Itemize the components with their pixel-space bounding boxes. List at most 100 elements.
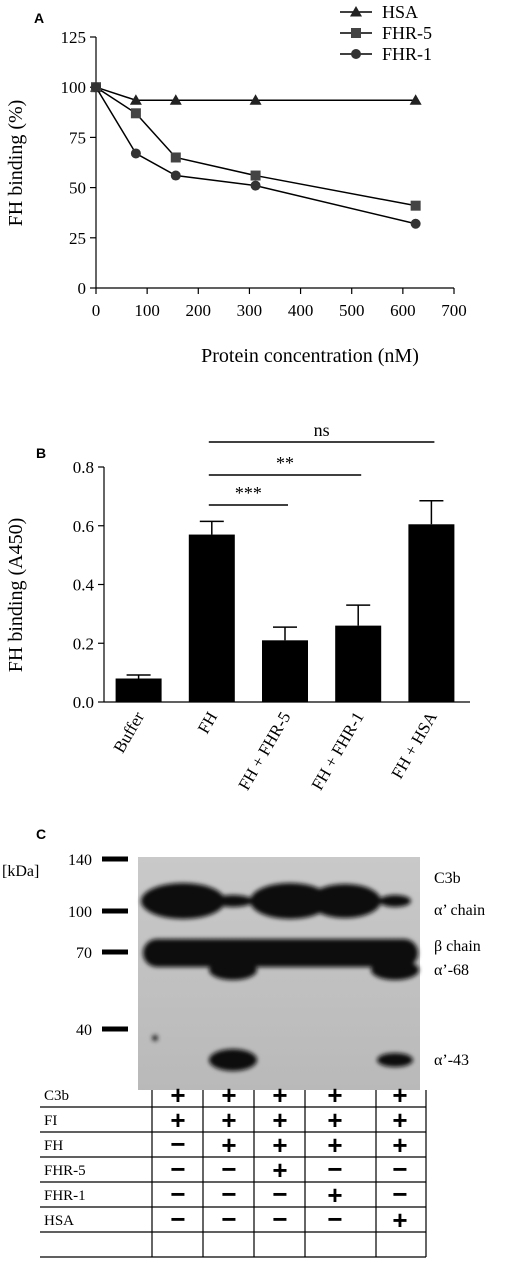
chart-a-point [130, 148, 141, 159]
chart-a-series-fhr-1 [91, 82, 421, 229]
chart-a-point [169, 94, 182, 105]
chart-b-bar [115, 678, 162, 702]
table-row-label: HSA [44, 1213, 74, 1229]
blot-band-alpha-chain [379, 895, 411, 907]
blot-band-alpha-43 [377, 1053, 413, 1067]
table-sign-plus: + [392, 1130, 407, 1160]
chart-b-significance: *****ns [208, 420, 435, 506]
chart-b-x-tick-label: FH + HSA [387, 708, 441, 782]
blot-marker-tick [102, 856, 128, 862]
blot-band-alpha-chain [309, 884, 381, 918]
chart-a-point [250, 170, 261, 181]
chart-a-point [130, 108, 141, 119]
chart-a-y-tick-label: 0 [78, 279, 87, 298]
chart-a-line-fhr-1 [95, 86, 416, 225]
chart-a-series-hsa [90, 81, 422, 105]
blot-marker-label: 100 [68, 904, 92, 921]
chart-a-legend-marker [351, 49, 361, 59]
table-sign-plus: + [272, 1155, 287, 1185]
chart-a-x-tick-label: 600 [390, 301, 416, 320]
chart-a-legend-marker [350, 6, 362, 17]
chart-b-bar [408, 524, 455, 702]
chart-a-point [91, 82, 101, 93]
table-sign-plus: + [327, 1105, 342, 1135]
chart-a-y-tick-label: 25 [69, 229, 86, 248]
table-sign-minus: − [327, 1154, 342, 1184]
blot-marker-label: 40 [76, 1022, 92, 1039]
chart-a-x-tick-label: 300 [237, 301, 263, 320]
table-sign-minus: − [170, 1179, 185, 1209]
chart-a-x-tick-label: 100 [134, 301, 160, 320]
table-sign-plus: + [327, 1130, 342, 1160]
table-sign-plus: + [170, 1080, 185, 1110]
table-row-label: FH [44, 1138, 63, 1154]
table-sign-minus: − [170, 1204, 185, 1234]
blot-unit-label: [kDa] [2, 863, 39, 880]
chart-b-y-tick-label: 0.6 [73, 517, 94, 536]
blot-band-label: α’ chain [434, 902, 485, 919]
table-sign-plus: + [272, 1130, 287, 1160]
chart-a-y-tick-label: 50 [69, 179, 86, 198]
table-row-label: FHR-5 [44, 1163, 86, 1179]
table-sign-minus: − [392, 1154, 407, 1184]
chart-a-point [410, 200, 421, 211]
blot-band-label: C3b [434, 870, 461, 887]
chart-a-series [90, 81, 422, 229]
chart-b-x-tick-label: FH [194, 709, 221, 737]
blot-band-label: α’-43 [434, 1052, 469, 1069]
table-sign-plus: + [392, 1080, 407, 1110]
chart-a-point [170, 152, 181, 163]
blot-band-alpha-chain [213, 895, 253, 907]
table-sign-plus: + [221, 1080, 236, 1110]
chart-a-xlabel: Protein concentration (nM) [201, 345, 419, 367]
treatment-table: C3b + + + + +FI + + + + +FH − + + + +FHR-5− − + − −FHR-1− − −… [40, 1080, 427, 1258]
chart-a-legend-label: FHR-5 [382, 23, 432, 43]
blot-marker-tick [102, 908, 128, 914]
blot-band-alpha-68 [371, 960, 419, 980]
chart-b-bar [335, 625, 382, 702]
chart-b-y-tick-label: 0.0 [73, 693, 94, 712]
chart-b-bars: Buffer FH FH + FHR-5 FH + FHR-1 FH + HSA [110, 500, 455, 794]
chart-a-y-tick-label: 125 [61, 28, 87, 47]
chart-a-legend-label: HSA [382, 2, 418, 22]
table-sign-minus: − [221, 1154, 236, 1184]
blot-band-alpha-68 [209, 960, 257, 980]
chart-a-ylabel: FH binding (%) [5, 100, 27, 227]
table-sign-plus: + [221, 1105, 236, 1135]
chart-a-x-tick-label: 700 [441, 301, 467, 320]
table-row-label: FI [44, 1113, 57, 1129]
table-sign-minus: − [392, 1179, 407, 1209]
chart-a-legend-label: FHR-1 [382, 44, 432, 64]
chart-a-x-tick-label: 500 [339, 301, 365, 320]
table-sign-minus: − [327, 1204, 342, 1234]
chart-b-sig-label: ns [314, 420, 330, 440]
chart-b-bar [262, 640, 308, 702]
blot-marker-label: 70 [76, 945, 92, 962]
blot-marker-ladder: 140 100 70 40 [68, 852, 128, 1039]
blot-band-label: α’-68 [434, 962, 469, 979]
chart-b-x-tick-label: FH + FHR-5 [234, 709, 294, 794]
blot-marker-tick [102, 1026, 128, 1032]
western-blot-panel-c: [kDa] 140 100 70 40 C3b α’ chain β chain α’-68… [2, 852, 485, 1258]
chart-a-axes: 0 25 50 75 100 125 0 100 200 300 400 500 600 700 [61, 28, 467, 320]
chart-a-y-tick-label: 75 [69, 128, 86, 147]
table-sign-minus: − [221, 1179, 236, 1209]
blot-band-alpha-43 [209, 1049, 257, 1071]
panel-letter-c: C [36, 826, 47, 842]
chart-b-sig-label: ** [276, 453, 294, 473]
blot-band-labels: C3b α’ chain β chain α’-68 α’-43 [434, 870, 485, 1069]
table-sign-minus: − [170, 1129, 185, 1159]
table-row-label: C3b [44, 1088, 69, 1104]
chart-a-y-tick-label: 100 [61, 78, 87, 97]
panel-letter-a: A [34, 10, 45, 26]
table-sign-plus: + [272, 1105, 287, 1135]
chart-a-legend-marker [351, 28, 361, 38]
table-sign-plus: + [327, 1180, 342, 1210]
table-row-label: FHR-1 [44, 1188, 86, 1204]
blot-artifact-spot [152, 1035, 158, 1041]
chart-a-point [250, 180, 261, 191]
table-sign-minus: − [272, 1204, 287, 1234]
chart-b-y-tick-label: 0.4 [73, 576, 95, 595]
table-sign-minus: − [221, 1204, 236, 1234]
